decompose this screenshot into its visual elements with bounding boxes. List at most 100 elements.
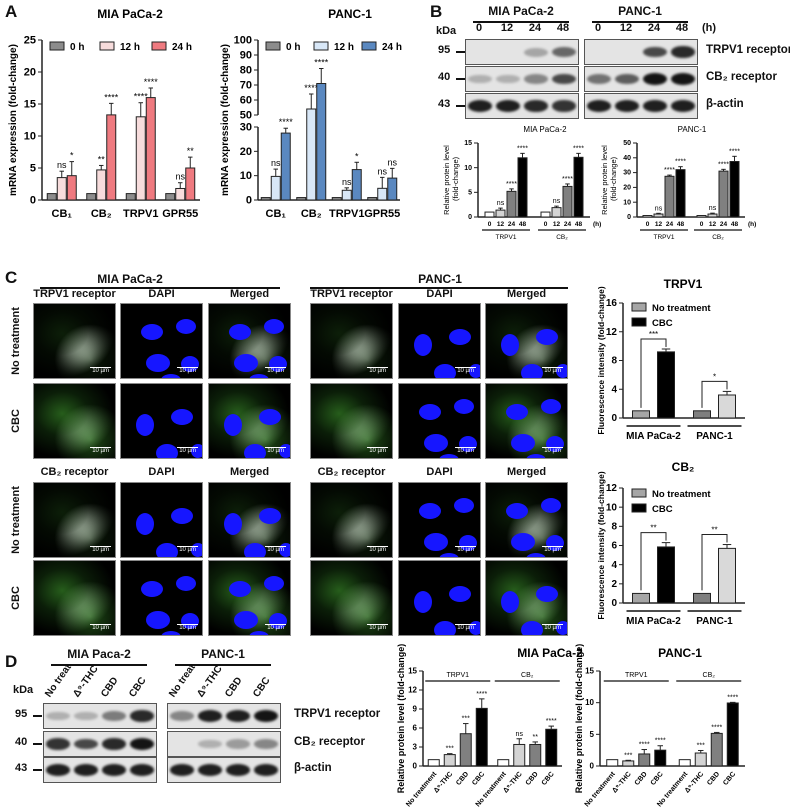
nucleus [259, 409, 281, 425]
protein-band [46, 764, 70, 776]
bar [710, 732, 723, 767]
nucleus [249, 374, 269, 378]
y-axis-label: Fluorescence intensity (fold-change) [596, 471, 606, 619]
nucleus [264, 319, 284, 334]
scale-bar: 10 µm [542, 447, 563, 454]
nucleus [161, 374, 181, 378]
dapi-micrograph: 10 µm [398, 482, 481, 558]
category-label: CB₂ [91, 208, 112, 220]
protein-band [496, 100, 520, 112]
blot-group-label: MIA Paca-2 [67, 647, 131, 661]
bar [664, 175, 675, 218]
y-tick-label: 0 [611, 598, 617, 609]
protein-band [130, 710, 154, 722]
protein-band [643, 73, 667, 85]
bar-label: 12 [709, 221, 717, 228]
significance-label: *** [649, 330, 658, 339]
scale-bar: 10 µm [265, 367, 286, 374]
image-group-rule [310, 287, 568, 289]
scale-bar: 10 µm [177, 624, 198, 631]
scale-bar: 10 µm [542, 367, 563, 374]
nucleus [556, 621, 567, 635]
category-label: TRPV1 [446, 672, 469, 679]
chart-title: MIA PaCa-2 [97, 7, 163, 21]
image-group-rule [40, 287, 280, 289]
y-tick-label: 12 [606, 327, 618, 338]
significance-label: ns [655, 205, 663, 212]
bar-label: 12 [655, 221, 663, 228]
nucleus [259, 508, 281, 524]
y-tick-label: 4 [611, 560, 617, 571]
significance-label: **** [134, 92, 149, 102]
blot-strip [465, 93, 579, 119]
scale-bar: 10 µm [177, 367, 198, 374]
category-label: CB₂ [703, 672, 716, 679]
bar-label: CBD [634, 771, 649, 787]
category-label: CB₁ [52, 208, 73, 220]
nucleus [501, 334, 519, 356]
nucleus [161, 631, 181, 635]
y-tick-label: 30 [240, 122, 252, 134]
blot-strip [584, 93, 698, 119]
nucleus [176, 576, 196, 591]
receptor-micrograph: 10 µm [33, 383, 116, 459]
scale-bar: 10 µm [455, 447, 476, 454]
unit-label: (h) [593, 221, 601, 228]
y-tick-label: 15 [585, 666, 594, 675]
significance-label: ns [516, 731, 524, 738]
protein-band [170, 711, 194, 721]
significance-label: **** [517, 145, 528, 152]
blot-strip [43, 731, 157, 757]
image-column-header: TRPV1 receptor [33, 288, 116, 300]
blot-strip [584, 66, 698, 92]
bar-label: 24 [564, 221, 572, 228]
merged-micrograph: 10 µm [485, 303, 568, 379]
scale-bar: 10 µm [367, 367, 388, 374]
y-tick-label: 15 [408, 666, 417, 675]
y-tick-label: 20 [240, 146, 252, 158]
protein-band [468, 100, 492, 112]
bar [165, 193, 176, 201]
category-label: PANC-1 [696, 616, 733, 627]
nucleus [176, 319, 196, 334]
nucleus [234, 611, 258, 629]
protein-band [671, 73, 695, 85]
dapi-micrograph: 10 µm [398, 303, 481, 379]
protein-band [130, 738, 154, 750]
bar [270, 175, 281, 201]
nucleus [191, 543, 202, 557]
kda-value: 43 [15, 762, 28, 774]
panel-label-b: B [430, 2, 443, 21]
receptor-micrograph: 10 µm [310, 482, 393, 558]
receptor-micrograph: 10 µm [33, 560, 116, 636]
protein-band [46, 738, 70, 750]
bar [260, 197, 271, 201]
dapi-micrograph: 10 µm [120, 303, 203, 379]
significance-label: **** [279, 117, 294, 127]
bar-label: 24 [666, 221, 674, 228]
nucleus [469, 364, 480, 378]
nucleus [224, 513, 242, 535]
nucleus [156, 444, 178, 458]
dapi-micrograph: 10 µm [398, 383, 481, 459]
lane-label: 24 [528, 22, 542, 34]
nucleus [146, 611, 170, 629]
kda-label: kDa [436, 25, 457, 37]
image-column-header: Merged [229, 466, 270, 478]
scale-bar: 10 µm [265, 447, 286, 454]
protein-band [198, 764, 222, 776]
nucleus [526, 553, 546, 557]
bar [654, 749, 667, 767]
nucleus [141, 324, 163, 340]
nucleus [414, 334, 432, 356]
significance-label: **** [655, 738, 666, 745]
protein-band [102, 764, 126, 776]
nucleus [229, 324, 251, 340]
significance-label: ns [175, 172, 185, 182]
bar-label: 0 [646, 221, 650, 228]
protein-band [587, 74, 611, 84]
category-label: CB₂ [301, 208, 322, 220]
nucleus [419, 404, 441, 420]
protein-band [102, 711, 126, 721]
